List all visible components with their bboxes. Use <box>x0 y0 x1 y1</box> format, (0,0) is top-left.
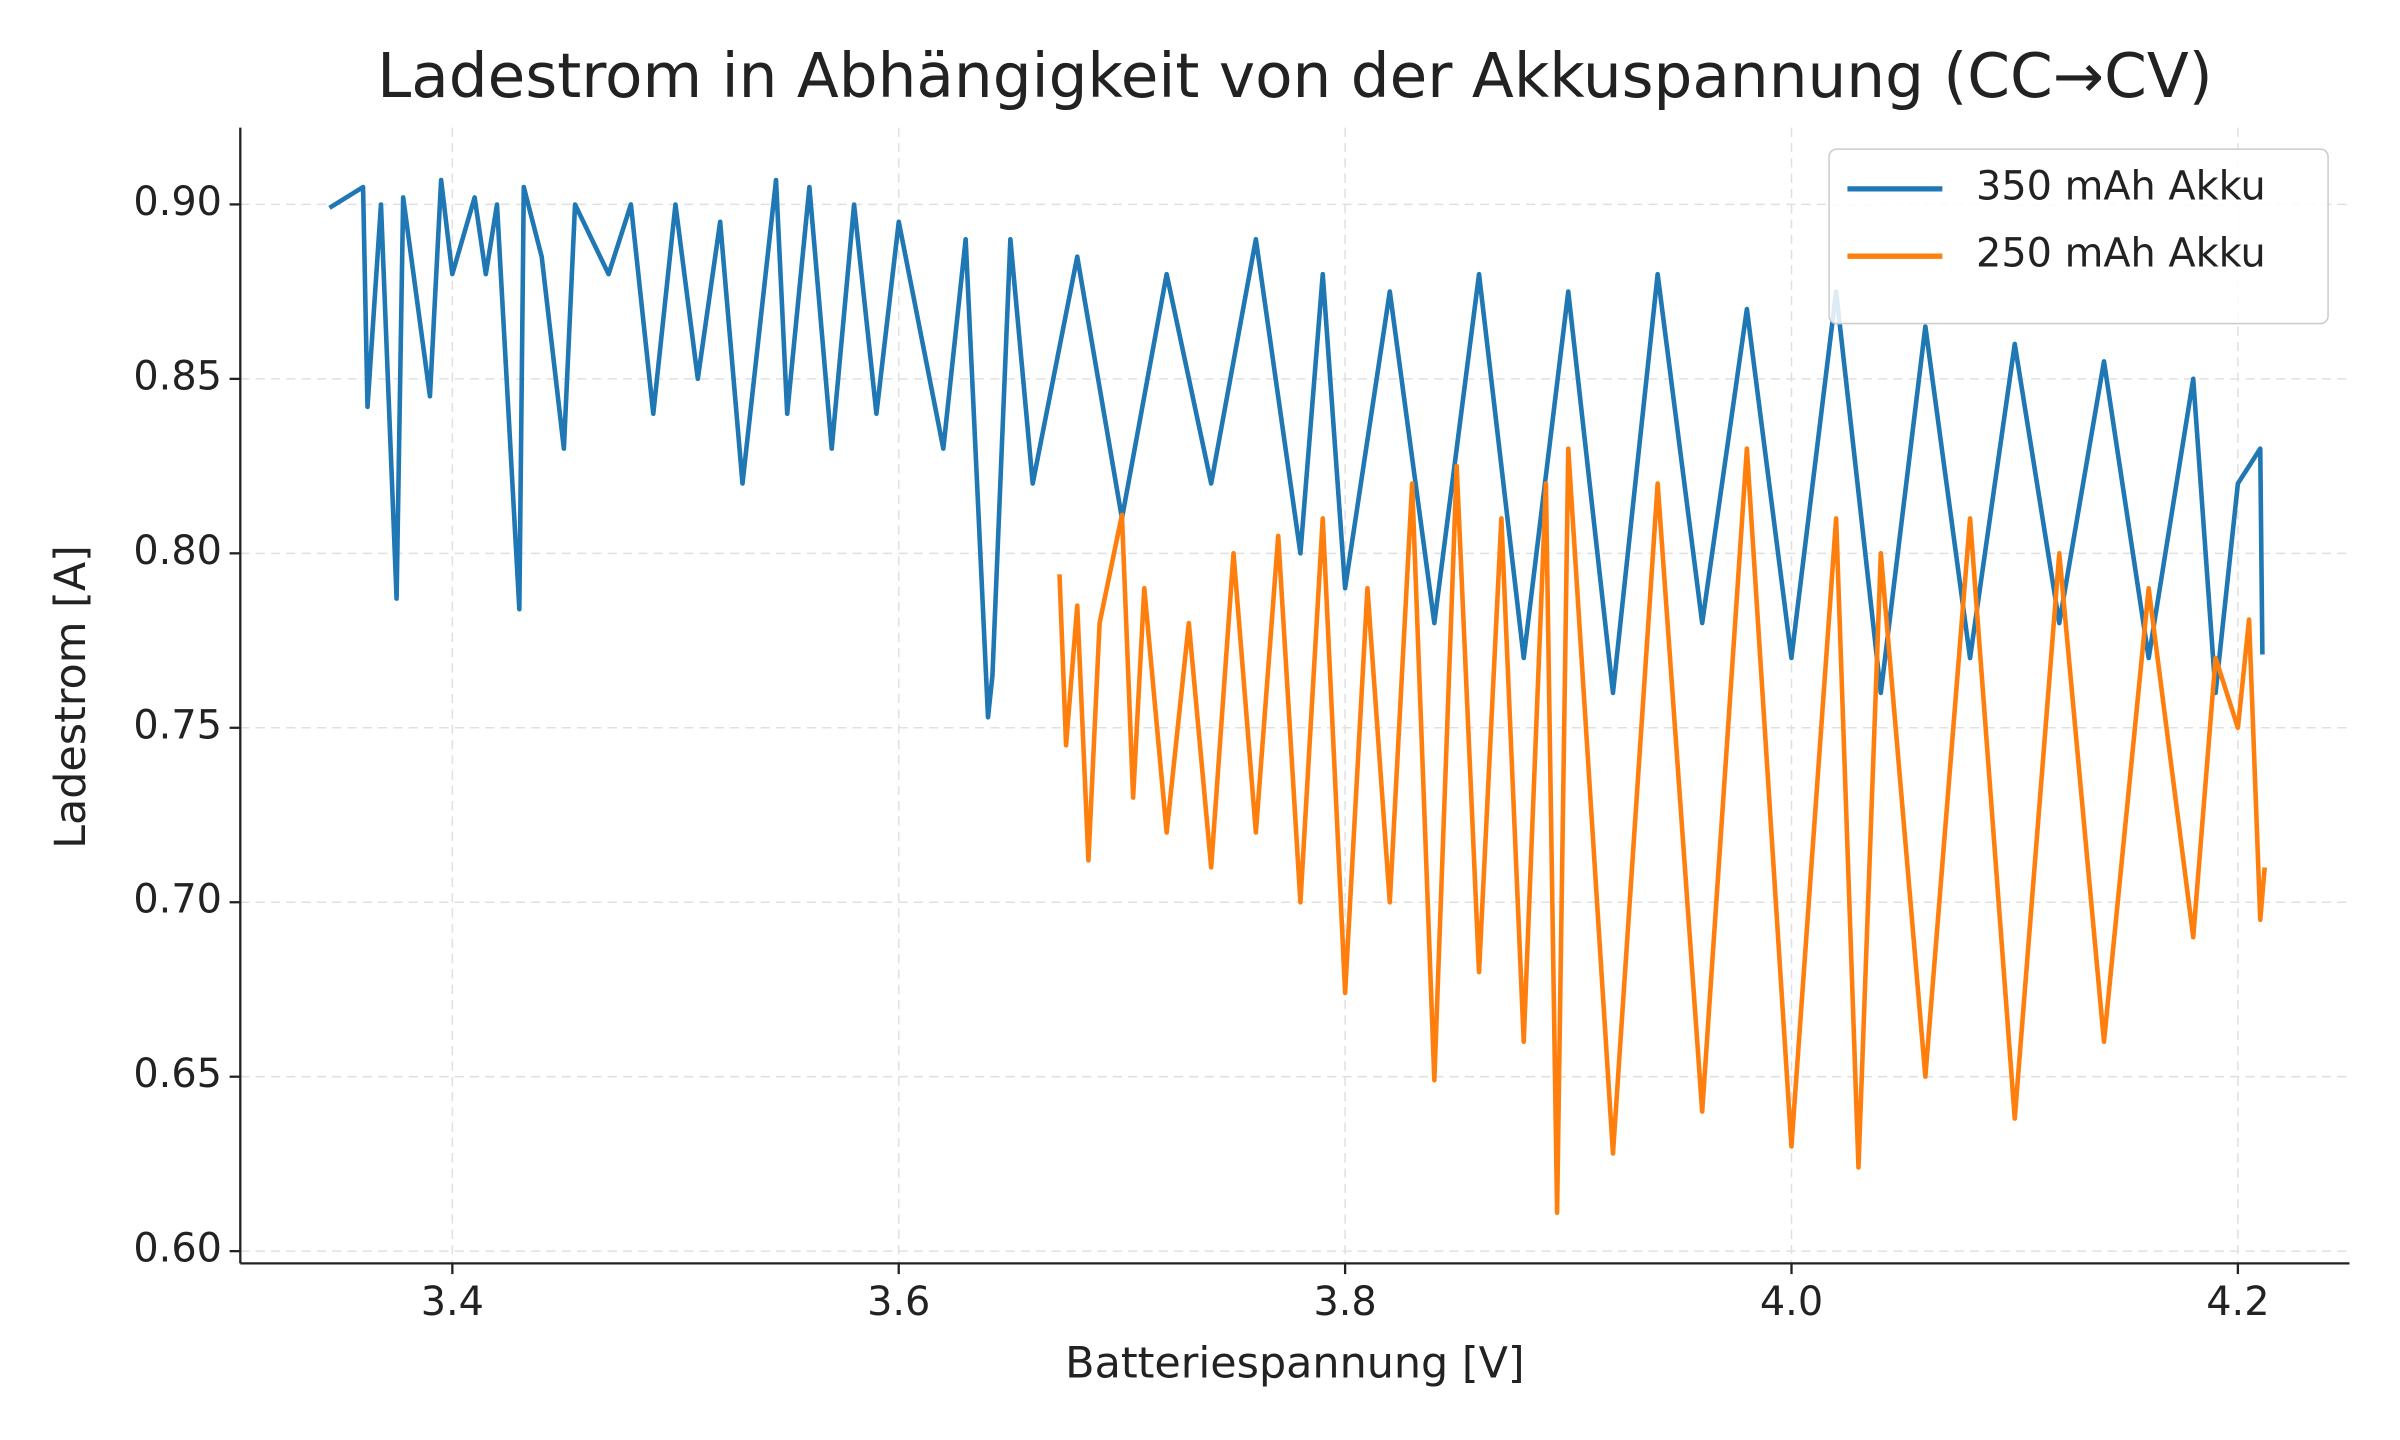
y-tick-label: 0.75 <box>133 702 222 748</box>
y-tick-label: 0.65 <box>133 1051 222 1097</box>
grid <box>240 127 2350 1264</box>
series-line <box>1057 446 2267 1215</box>
legend-box <box>1828 148 2329 325</box>
y-axis-label: Ladestrom [A] <box>46 545 96 849</box>
legend-label: 250 mAh Akku <box>1976 231 2266 277</box>
x-tick-label: 3.6 <box>867 1279 930 1325</box>
x-tick-label: 3.4 <box>421 1279 484 1325</box>
series-line <box>328 177 2265 720</box>
y-tick-label: 0.90 <box>133 179 222 225</box>
legend: 350 mAh Akku 250 mAh Akku <box>1828 148 2329 325</box>
y-tick-label: 0.70 <box>133 877 222 923</box>
x-tick-label: 4.0 <box>1760 1279 1823 1325</box>
x-tick-label: 3.8 <box>1313 1279 1376 1325</box>
legend-label: 350 mAh Akku <box>1976 163 2266 209</box>
x-axis-label: Batteriespannung [V] <box>1065 1338 1524 1388</box>
y-tick-label: 0.85 <box>133 353 222 399</box>
x-tick-label: 4.2 <box>2206 1279 2269 1325</box>
y-tick-label: 0.60 <box>133 1226 222 1272</box>
y-tick-label: 0.80 <box>133 528 222 574</box>
chart-title: Ladestrom in Abhängigkeit von der Akkusp… <box>377 41 2212 112</box>
